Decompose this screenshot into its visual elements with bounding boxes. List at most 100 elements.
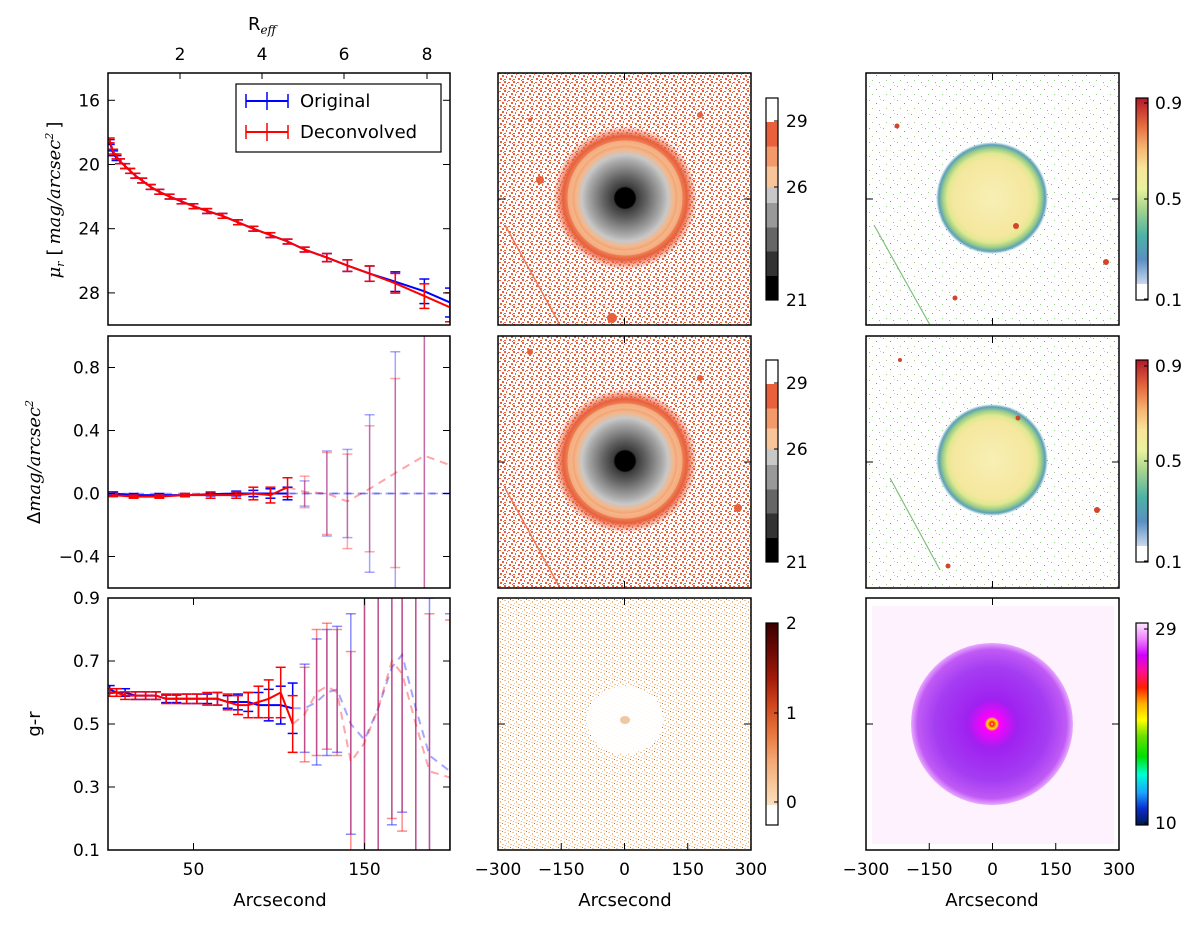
model-x-ticks: −300 −150 0 150 300	[843, 843, 1135, 880]
difference-frame	[107, 335, 451, 589]
series-line-deconvolved	[108, 140, 450, 309]
map-source	[1015, 415, 1021, 421]
image-gr-map	[498, 598, 751, 850]
galaxy-ring	[567, 403, 683, 519]
x-tick-label: 150	[1040, 860, 1072, 880]
image-original-map	[498, 73, 751, 325]
series-extension-deconvolved	[292, 658, 450, 779]
series-line-original	[108, 141, 450, 304]
map-source	[1094, 507, 1100, 513]
x-tick-label: −300	[843, 860, 890, 880]
y-tick-label: 0.8	[73, 359, 100, 379]
image-deconvolved-panel: 29 26 21	[497, 335, 808, 589]
top-tick-label: 8	[422, 45, 433, 65]
colorbar	[765, 622, 779, 826]
y-tick-label: −0.4	[59, 548, 100, 568]
top-axis-label: Reff	[248, 14, 279, 37]
y-tick-label: 0.4	[73, 422, 100, 442]
map-top-panel: 0.9 0.5 0.1	[865, 72, 1182, 326]
colorbar-map-top: 0.9 0.5 0.1	[1135, 94, 1182, 311]
x-tick-label: 150	[672, 860, 704, 880]
x-tick-label: 0	[987, 860, 998, 880]
series-extension-deconvolved	[287, 454, 450, 503]
series-line-deconvolved	[109, 691, 294, 725]
y-tick-label: 0.1	[73, 841, 100, 861]
map-streak	[873, 224, 931, 325]
color-y-label: g-r	[24, 711, 45, 737]
image-streak	[504, 224, 561, 325]
x-tick-label: 150	[348, 860, 380, 880]
legend-box	[235, 83, 442, 153]
colorbar-tick-label: 29	[786, 374, 808, 394]
difference-y-label: Δmag/arcsec2	[23, 400, 45, 524]
x-tick-label: −150	[906, 860, 953, 880]
x-tick-label: 300	[735, 860, 767, 880]
source	[528, 118, 532, 122]
colorbar-tick-label: 1	[786, 704, 797, 724]
source	[607, 313, 617, 323]
x-tick-label: −300	[475, 860, 522, 880]
difference-series	[108, 336, 450, 588]
map-middle-image	[866, 336, 1119, 588]
colorbar-gr: 2 1 0	[765, 614, 797, 826]
colorbar-deconvolved: 29 26 21	[765, 359, 808, 573]
colorbar-tick-label: 0.5	[1155, 190, 1182, 210]
colorbar	[765, 97, 779, 301]
color-panel: 0.9 0.7 0.5 0.3 0.1 50 150 g-r Arcsecond	[24, 589, 451, 911]
map-streak	[889, 477, 941, 571]
model-image	[866, 598, 1119, 850]
map-middle-panel: 0.9 0.5 0.1	[865, 335, 1182, 589]
legend-label-deconvolved: Deconvolved	[300, 122, 417, 143]
profile-frame	[107, 72, 451, 326]
top-tick-label: 4	[257, 45, 268, 65]
colorbar-map-middle: 0.9 0.5 0.1	[1135, 357, 1182, 573]
galaxy-ring	[567, 140, 683, 256]
color-x-ticks: 50 150	[183, 598, 381, 880]
colorbar-tick-label: 0	[786, 793, 797, 813]
profile-panel: 16 20 24 28 μr[mag/arcsec2] Original Deconv…	[43, 72, 451, 326]
map-source	[952, 295, 958, 301]
image-gr-panel: 2 1 0 −300 −150 0 150 300 Arcsecond	[475, 597, 797, 911]
map-source	[894, 123, 900, 129]
profile-series	[108, 137, 450, 323]
y-tick-label: 0.3	[73, 778, 100, 798]
colorbar-tick-label: 0.1	[1155, 291, 1182, 311]
map-top-image	[866, 73, 1119, 325]
color-y-ticks: 0.9 0.7 0.5 0.3 0.1	[73, 589, 450, 861]
top-tick-label: 6	[339, 45, 350, 65]
galaxy	[553, 126, 697, 270]
x-tick-label: 50	[183, 860, 205, 880]
colorbar-model: 29 10	[1135, 620, 1177, 834]
source	[697, 375, 703, 381]
map-source	[945, 563, 951, 569]
image-gr-x-label: Arcsecond	[578, 890, 671, 911]
image-streak	[504, 487, 561, 588]
galaxy	[553, 389, 697, 533]
map-source	[1103, 259, 1109, 265]
color-x-label: Arcsecond	[233, 890, 326, 911]
profile-y-ticks: 16 20 24 28	[78, 91, 450, 304]
colorbar	[1135, 622, 1149, 826]
y-tick-label: 20	[78, 155, 100, 175]
y-tick-label: 0.0	[73, 485, 100, 505]
source	[527, 349, 533, 355]
map-source	[898, 358, 902, 362]
colorbar-tick-label: 0.5	[1155, 452, 1182, 472]
legend-entry-deconvolved: Deconvolved	[245, 122, 417, 143]
top-axis: Reff 2 4 6 8	[175, 14, 433, 79]
colorbar-tick-label: 0.9	[1155, 357, 1182, 377]
legend: Original Deconvolved	[235, 83, 442, 153]
y-tick-label: 24	[78, 220, 100, 240]
colorbar-tick-label: 0.1	[1155, 553, 1182, 573]
top-tick-label: 2	[175, 45, 186, 65]
x-tick-label: 0	[619, 860, 630, 880]
map-source	[1013, 223, 1019, 229]
image-gr-x-ticks: −300 −150 0 150 300	[475, 843, 767, 880]
source	[536, 176, 544, 184]
source	[697, 112, 703, 118]
difference-y-ticks: 0.8 0.4 0.0 −0.4	[59, 359, 450, 568]
x-tick-label: −150	[538, 860, 585, 880]
series-extension-original	[292, 652, 450, 773]
colorbar-tick-label: 21	[786, 291, 808, 311]
